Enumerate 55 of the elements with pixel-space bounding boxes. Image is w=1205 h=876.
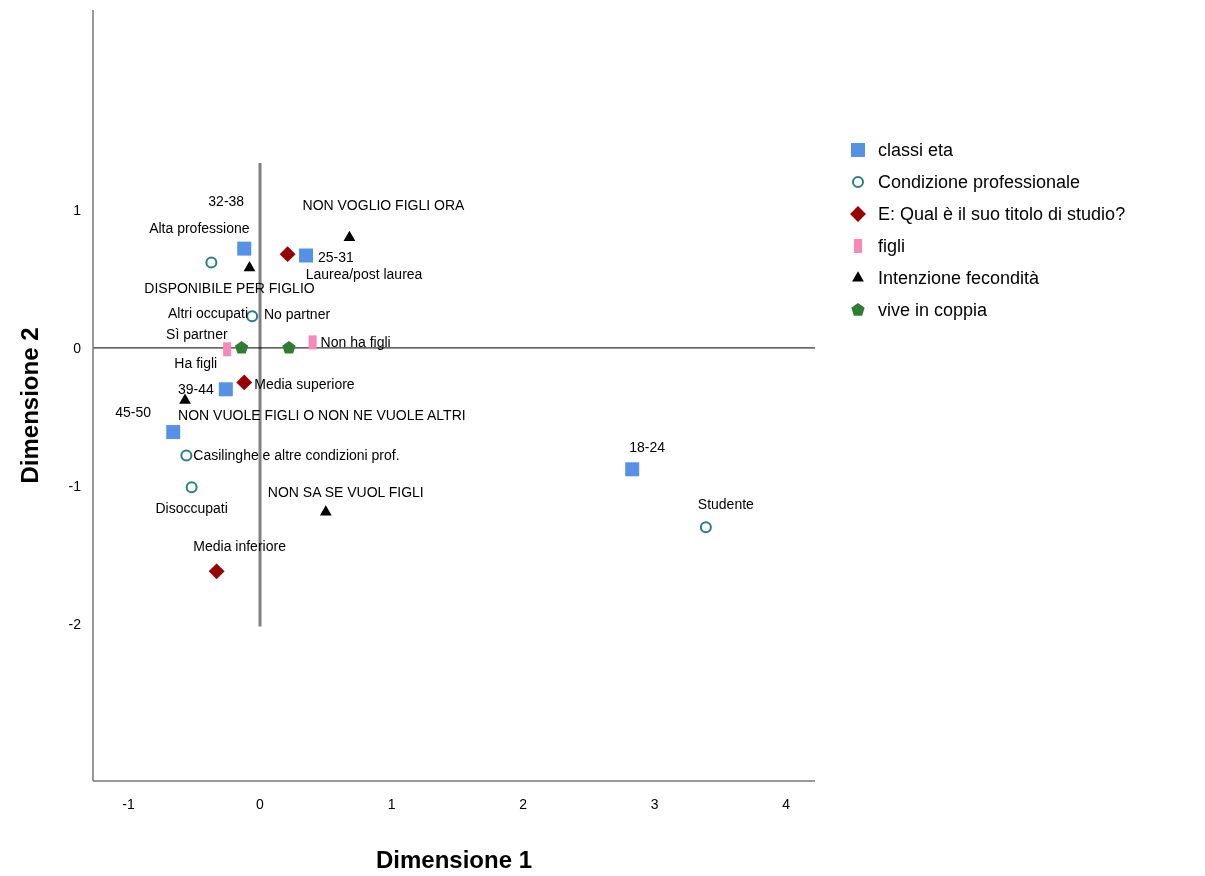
data-label: Studente	[697, 496, 755, 513]
data-label: NON VOGLIO FIGLI ORA	[302, 196, 466, 213]
point	[166, 425, 181, 440]
point	[343, 230, 356, 241]
data-label: Alta professione	[149, 220, 250, 237]
legend-label: figli	[878, 236, 906, 256]
x-tick-label: 4	[782, 796, 791, 812]
legend-label: Condizione professionale	[878, 172, 1081, 192]
legend-label: Intenzione fecondità	[878, 268, 1041, 288]
data-label: 45-50	[115, 404, 152, 421]
x-tick-label: -1	[122, 796, 135, 812]
data-label: No partner	[263, 305, 331, 322]
data-label: NON VUOLE FIGLI O NON NE VUOLE ALTRI	[178, 407, 466, 424]
point	[218, 382, 233, 397]
point	[282, 340, 296, 354]
point	[179, 393, 191, 404]
data-label: NON SA SE VUOL FIGLI	[267, 484, 424, 501]
data-label: Casilinghe e altre condizioni prof.	[193, 447, 400, 464]
data-label: Altri occupati	[167, 305, 249, 322]
data-label: Ha figli	[174, 355, 218, 372]
y-tick-label: 1	[73, 201, 82, 218]
legend-label: E: Qual è il suo titolo di studio?	[878, 204, 1126, 224]
data-label: 32-38	[208, 192, 245, 209]
point	[237, 241, 252, 256]
point	[185, 481, 198, 494]
point	[625, 462, 640, 477]
data-label: Media inferiore	[193, 538, 287, 555]
y-tick-label: 0	[73, 339, 82, 356]
legend-label: classi eta	[878, 140, 955, 160]
x-tick-label: 2	[519, 796, 528, 812]
y-tick-label: -1	[68, 477, 82, 494]
point	[299, 248, 314, 263]
point	[279, 246, 296, 263]
x-tick-label: 3	[650, 796, 659, 812]
point	[699, 521, 712, 534]
x-axis-title: Dimensione 1	[375, 846, 533, 873]
data-label: 25-31	[318, 248, 355, 265]
point	[236, 374, 253, 391]
x-tick-label: 0	[256, 796, 265, 812]
data-label: 39-44	[178, 381, 215, 398]
data-label: Media superiore	[254, 376, 355, 393]
point	[205, 256, 218, 269]
legend-label: vive in coppia	[878, 300, 989, 320]
y-axis-title: Dimensione 2	[16, 327, 43, 484]
point	[208, 563, 225, 580]
point	[234, 340, 249, 354]
data-label: Non ha figli	[320, 334, 391, 351]
point	[319, 505, 332, 516]
point	[180, 449, 193, 462]
x-tick-label: 1	[387, 796, 396, 812]
data-label: Disoccupati	[155, 500, 228, 517]
y-tick-label: -2	[68, 615, 82, 632]
data-label: Sì partner	[166, 325, 228, 342]
point	[243, 261, 256, 272]
data-label: 18-24	[629, 439, 666, 456]
